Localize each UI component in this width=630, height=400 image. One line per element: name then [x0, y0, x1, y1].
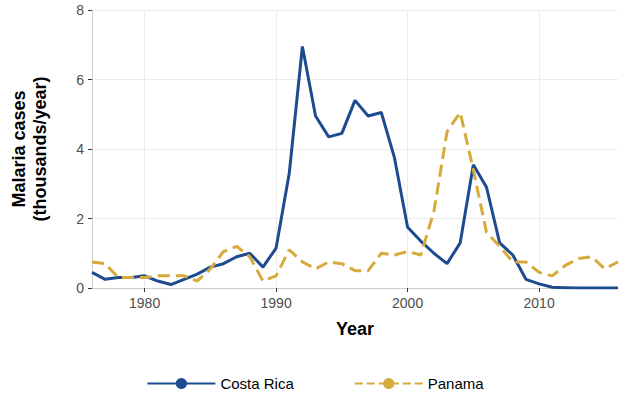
svg-text:(thousands/year): (thousands/year) — [30, 76, 50, 221]
svg-text:Panama: Panama — [428, 375, 485, 392]
svg-text:Year: Year — [336, 319, 374, 339]
svg-text:0: 0 — [76, 280, 84, 296]
svg-text:4: 4 — [76, 141, 84, 157]
svg-text:Malaria cases: Malaria cases — [9, 90, 29, 207]
svg-text:2000: 2000 — [392, 295, 423, 311]
svg-text:1980: 1980 — [129, 295, 160, 311]
svg-text:Costa Rica: Costa Rica — [220, 375, 294, 392]
svg-text:8: 8 — [76, 2, 84, 18]
svg-text:6: 6 — [76, 72, 84, 88]
svg-text:2010: 2010 — [524, 295, 555, 311]
svg-text:2: 2 — [76, 211, 84, 227]
svg-text:1990: 1990 — [261, 295, 292, 311]
